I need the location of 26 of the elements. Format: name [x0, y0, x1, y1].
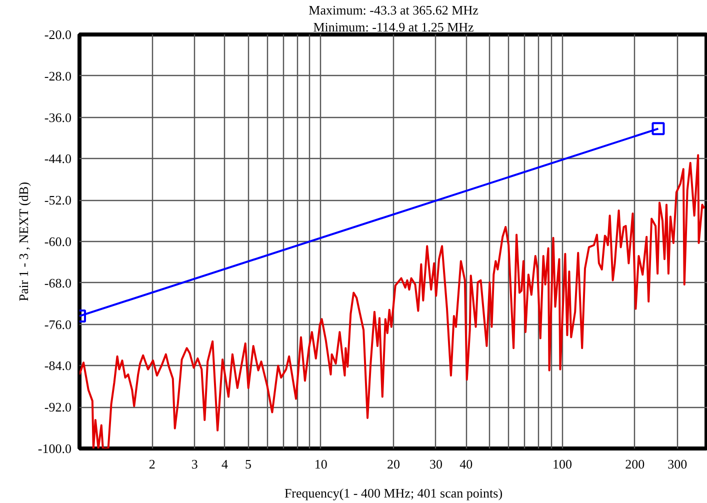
x-tick-label: 40 [460, 456, 473, 472]
x-tick-label: 10 [314, 456, 328, 472]
y-tick-label: -36.0 [44, 110, 72, 125]
y-tick-label: -28.0 [44, 68, 72, 84]
y-tick-label: -52.0 [44, 192, 72, 208]
x-tick-label: 100 [552, 456, 572, 472]
y-tick-label: -76.0 [44, 316, 72, 332]
chart-title: Maximum: -43.3 at 365.62 MHz [308, 2, 479, 18]
y-tick-label: -92.0 [44, 400, 72, 415]
y-axis-title: Pair 1 - 3 , NEXT (dB) [16, 182, 31, 302]
x-tick-label: 4 [222, 456, 229, 472]
y-tick-label: -84.0 [44, 358, 72, 374]
chart-subtitle: Minimum: -114.9 at 1.25 MHz [313, 20, 474, 34]
x-tick-label: 20 [387, 456, 400, 472]
x-tick-label: 200 [625, 456, 645, 472]
x-tick-label: 30 [430, 456, 442, 472]
x-tick-label: 5 [244, 456, 252, 472]
y-tick-label: -44.0 [44, 151, 72, 166]
x-tick-label: 300 [668, 456, 688, 472]
y-tick-label: -20.0 [44, 27, 72, 42]
y-tick-label: -60.0 [44, 234, 72, 249]
y-tick-label: -100.0 [38, 441, 72, 456]
y-tick-label: -68.0 [44, 275, 72, 290]
x-axis-title: Frequency(1 - 400 MHz; 401 scan points) [284, 486, 503, 500]
x-tick-label: 2 [148, 456, 156, 472]
x-tick-label: 3 [191, 456, 198, 472]
